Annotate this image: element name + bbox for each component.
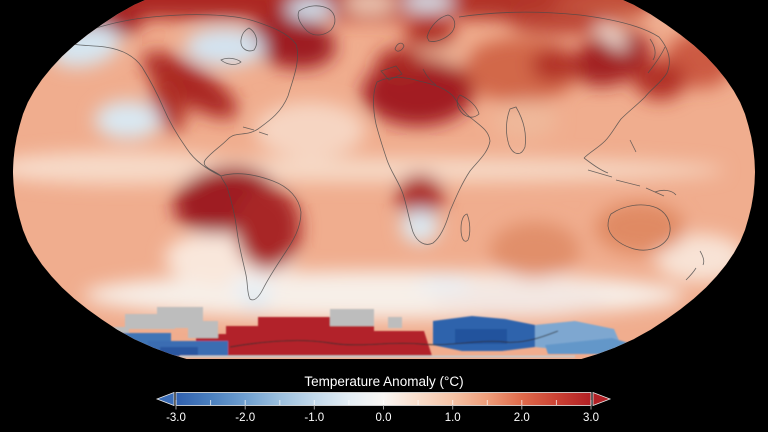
- colorbar-tick-label: -2.0: [235, 412, 255, 424]
- coastlines: [60, 5, 705, 301]
- colorbar-title: Temperature Anomaly (°C): [304, 374, 463, 389]
- colorbar-tick-label: 0.0: [376, 412, 392, 424]
- coastline: [654, 189, 677, 196]
- anomaly-blob: [95, 101, 161, 139]
- anomaly-blob: [44, 158, 724, 182]
- coastline: [394, 42, 405, 52]
- anomaly-blob: [573, 29, 651, 87]
- anomaly-blob: [255, 102, 365, 158]
- colorbar-tick-label: 2.0: [514, 412, 530, 424]
- coastline: [456, 94, 480, 118]
- anomaly-blob: [401, 209, 439, 243]
- colorbar-tick-labels: -3.0 -2.0 -1.0 0.0 1.0 2.0 3.0: [166, 412, 599, 424]
- anomaly-blob: [396, 174, 444, 218]
- colorbar-tick-label: -3.0: [166, 412, 186, 424]
- coastline: [380, 65, 403, 81]
- coastline: [297, 5, 336, 36]
- colorbar-left-arrow-icon: [155, 391, 175, 407]
- anomaly-blob: [142, 51, 238, 119]
- coastline: [460, 213, 471, 242]
- anomaly-blob: [595, 23, 629, 51]
- antarctic-warm-region: [196, 317, 432, 356]
- no-data-region: [330, 309, 374, 326]
- coastline: [220, 57, 242, 65]
- coastline: [685, 250, 705, 281]
- coastline: [220, 173, 302, 301]
- anomaly-blob: [248, 15, 336, 69]
- world-anomaly-map: [13, 0, 755, 359]
- anomaly-field: [13, 0, 745, 319]
- antarctic-cold-region: [160, 347, 198, 356]
- anomaly-blob: [342, 0, 398, 13]
- no-data-region: [388, 317, 402, 328]
- coastline: [60, 14, 298, 177]
- anomaly-blob: [493, 100, 557, 140]
- anomaly-blob: [508, 9, 612, 35]
- coastline: [458, 11, 660, 38]
- coastline: [422, 68, 437, 86]
- coastline: [240, 27, 258, 52]
- antarctic-cold-region: [455, 329, 507, 344]
- anomaly-blob: [185, 28, 265, 66]
- anomaly-blob: [490, 222, 580, 278]
- anomaly-blob: [376, 48, 424, 80]
- anomaly-blob: [416, 274, 472, 292]
- colorbar-tick-label: 3.0: [583, 412, 599, 424]
- coastline: [647, 46, 666, 74]
- anomaly-blob: [50, 0, 350, 19]
- anomaly-blob: [402, 0, 454, 11]
- anomaly-blob: [531, 48, 579, 82]
- colorbar-ticks: [175, 400, 592, 410]
- coastline: [242, 126, 269, 136]
- anomaly-blob: [634, 60, 686, 100]
- anomaly-blob: [430, 282, 610, 318]
- coastline: [629, 139, 637, 153]
- colorbar-right-arrow-icon: [592, 391, 612, 407]
- coastline: [506, 106, 526, 154]
- anomaly-blob: [235, 186, 301, 270]
- colorbar-tick-label: -1.0: [304, 412, 324, 424]
- no-data-region: [188, 321, 218, 338]
- coastline: [373, 76, 491, 245]
- coastline: [583, 157, 609, 174]
- coastline: [607, 204, 671, 251]
- colorbar-legend: Temperature Anomaly (°C) -3.0 -2.0 -1.0 0.0…: [155, 374, 612, 424]
- anomaly-blob: [404, 20, 456, 48]
- colorbar-tick-label: 1.0: [445, 412, 461, 424]
- antarctica-coastline: [229, 330, 559, 348]
- antarctic-data-strip: [112, 307, 632, 358]
- anomaly-blob: [243, 292, 269, 310]
- coastline: [649, 38, 656, 61]
- coastline: [583, 36, 670, 159]
- coastline: [426, 14, 456, 42]
